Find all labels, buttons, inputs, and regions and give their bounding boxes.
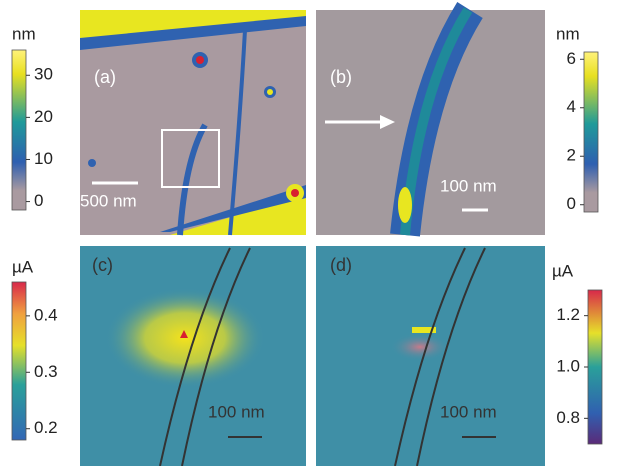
- colorbar-unit: nm: [556, 24, 580, 43]
- colorbar-tick-label: 2: [567, 146, 576, 165]
- panel-c-image: [80, 246, 306, 466]
- colorbar: [12, 282, 26, 440]
- panel-b-image: [316, 10, 545, 235]
- colorbar-tick-label: 1.2: [556, 305, 580, 324]
- scale-bar-label: 100 nm: [440, 402, 497, 421]
- colorbar-tick-label: 0.3: [34, 362, 58, 381]
- colorbar-tick-label: 4: [567, 97, 576, 116]
- panel-label: (b): [330, 67, 352, 87]
- scale-bar-label: 100 nm: [440, 176, 497, 195]
- colorbar-tick-label: 30: [34, 65, 53, 84]
- panel-d-image: [316, 246, 545, 466]
- colorbar-tick-label: 10: [34, 149, 53, 168]
- colorbar-unit: µA: [552, 261, 574, 280]
- colorbar-tick-label: 1.0: [556, 356, 580, 375]
- panel-label: (d): [330, 255, 352, 275]
- colorbar-unit: µA: [12, 257, 34, 276]
- scale-bar-label: 500 nm: [80, 191, 137, 210]
- colorbar-unit: nm: [12, 24, 36, 43]
- colorbar-tick-label: 6: [567, 49, 576, 68]
- colorbar-tick-label: 0: [567, 194, 576, 213]
- colorbar-tick-label: 0.2: [34, 418, 58, 437]
- colorbar-tick-label: 0.8: [556, 408, 580, 427]
- colorbar: [584, 52, 598, 212]
- panel-label: (a): [94, 67, 116, 87]
- figure: (a) 500 nm (b) 100 nm (c) 100 nm (d) 100…: [0, 0, 621, 466]
- colorbar: [588, 290, 602, 444]
- scale-bar-label: 100 nm: [208, 402, 265, 421]
- colorbar-tick-label: 20: [34, 107, 53, 126]
- panel-label: (c): [92, 255, 113, 275]
- colorbar-tick-label: 0.4: [34, 305, 58, 324]
- colorbar: [12, 50, 26, 210]
- colorbar-tick-label: 0: [34, 191, 43, 210]
